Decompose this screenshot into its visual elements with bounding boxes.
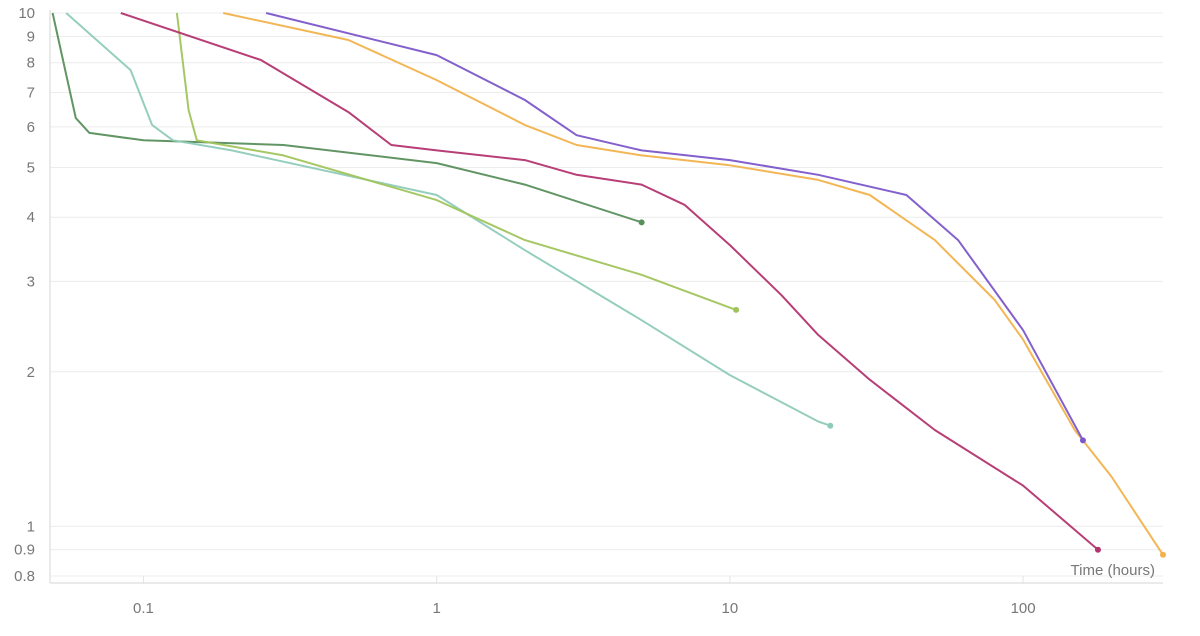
- y-tick-label: 5: [27, 160, 35, 177]
- grid: [49, 10, 1163, 584]
- y-tick-label: 3: [27, 273, 35, 290]
- series-end-point-1: [638, 219, 645, 226]
- y-tick-label: 4: [27, 209, 35, 226]
- x-tick-label: 100: [1011, 600, 1036, 617]
- x-tick-label: 1: [433, 600, 441, 617]
- series-line-2: [65, 12, 831, 427]
- series-end-point-4: [1094, 546, 1101, 553]
- series-end-point-5: [1160, 551, 1166, 558]
- y-tick-label: 6: [27, 119, 35, 136]
- x-tick-label: 0.1: [133, 600, 154, 617]
- series-end-point-3: [733, 306, 740, 313]
- y-tick-label: 10: [18, 5, 35, 22]
- series-line-1: [51, 12, 642, 224]
- series-line-4: [120, 12, 1099, 551]
- y-tick-label: 9: [27, 28, 35, 45]
- series-end-point-2: [827, 422, 834, 429]
- y-tick-label: 8: [27, 55, 35, 72]
- series-line-3: [175, 12, 737, 311]
- series-group: [51, 12, 1166, 558]
- series-line-5: [222, 12, 1164, 556]
- y-tick-label: 0.9: [14, 542, 35, 559]
- y-axis: 10 9 8 7 6 5 4 3 2 1 0.9 0.8: [14, 5, 35, 585]
- y-tick-label: 1: [27, 518, 35, 535]
- series-end-point-6: [1079, 437, 1086, 444]
- x-tick-label: 10: [722, 600, 739, 617]
- y-tick-label: 0.8: [14, 568, 35, 585]
- y-tick-label: 2: [27, 364, 35, 381]
- series-line-6: [265, 12, 1084, 441]
- x-axis-label: Time (hours): [1071, 562, 1155, 579]
- y-tick-label: 7: [27, 85, 35, 102]
- x-axis: 0.1 1 10 100: [133, 600, 1036, 617]
